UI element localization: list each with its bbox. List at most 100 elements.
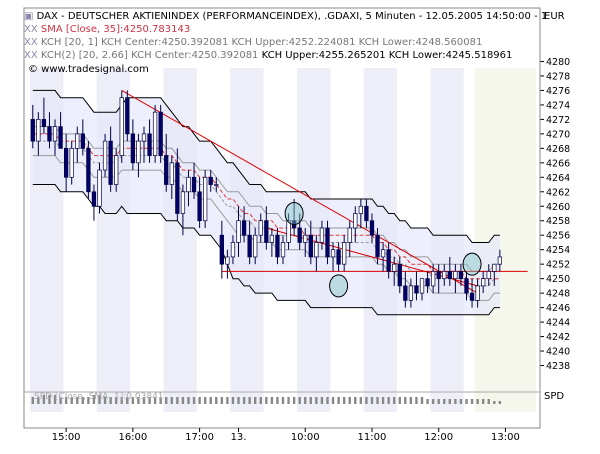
candle-55 [336, 249, 341, 265]
spd-bar-71 [426, 399, 429, 404]
kch2-center-label: KCH(2) [20, 2.66] KCH Center:4250.392081 [40, 50, 262, 61]
xtick-label-4: 10:00 [291, 432, 320, 443]
kch1-label: KCH [20, 1] KCH Center:4250.392081 KCH U… [40, 37, 483, 48]
legend-kch1[interactable]: XX KCH [20, 1] KCH Center:4250.392081 KC… [24, 37, 482, 49]
sma-toggle-icon[interactable]: XX [24, 24, 38, 35]
tradesignal-logo: © www.tradesignal.com [28, 64, 149, 75]
candle-0 [30, 119, 35, 142]
candle-78 [464, 278, 469, 294]
session-shade-7 [474, 68, 536, 412]
candle-67 [403, 285, 408, 301]
candle-41 [258, 220, 263, 236]
spd-bar-10 [87, 397, 90, 404]
candle-82 [486, 271, 491, 280]
candle-24 [164, 155, 169, 185]
candle-2 [41, 119, 47, 127]
candle-31 [203, 176, 208, 222]
spd-bar-20 [142, 397, 146, 404]
legend-sma[interactable]: XX SMA [Close, 35]:4250.783143 [24, 24, 190, 36]
candle-32 [208, 176, 213, 185]
candle-54 [330, 249, 336, 258]
spd-bar-52 [320, 397, 324, 404]
candle-42 [264, 220, 269, 243]
kch2-toggle-icon[interactable]: XX [24, 50, 38, 61]
spd-bar-73 [437, 399, 440, 404]
spd-bar-27 [181, 397, 185, 404]
spd-bar-31 [203, 397, 207, 404]
candle-51 [314, 242, 319, 258]
spd-bar-68 [409, 397, 413, 404]
spd-bar-41 [259, 397, 262, 404]
spd-bar-82 [487, 399, 490, 404]
spd-bar-38 [242, 397, 246, 404]
spd-bar-46 [287, 397, 290, 404]
candle-66 [397, 263, 402, 287]
candle-83 [492, 263, 497, 272]
candle-50 [308, 234, 313, 258]
spd-bar-67 [404, 397, 407, 404]
candle-71 [425, 278, 430, 287]
spd-bar-51 [315, 397, 318, 404]
ytick-label-4264: 4264 [546, 173, 570, 184]
spd-bar-25 [170, 397, 173, 404]
spd-bar-2 [42, 395, 46, 404]
candle-62 [375, 234, 380, 258]
spd-bar-24 [165, 397, 168, 404]
currency-label: EUR [544, 11, 565, 22]
candle-56 [342, 242, 347, 265]
title-text: DAX - DEUTSCHER AKTIENINDEX (PERFORMANCE… [36, 11, 548, 22]
candle-59 [358, 205, 363, 214]
spd-bar-32 [209, 397, 212, 404]
legend-kch2[interactable]: XX KCH(2) [20, 2.66] KCH Center:4250.392… [24, 50, 512, 62]
spd-bar-35 [226, 397, 229, 404]
candle-21 [147, 133, 152, 156]
keltner-outer-lower [32, 184, 500, 316]
spd-unit: SPD [544, 391, 565, 402]
xtick-label-0: 15:00 [52, 432, 81, 443]
candle-75 [447, 271, 452, 280]
candle-3 [47, 126, 52, 142]
highlight-ellipse-1 [329, 274, 349, 298]
spd-bar-8 [76, 397, 79, 404]
keltner-outer-upper [32, 89, 500, 243]
candle-40 [253, 234, 258, 258]
kch1-toggle-icon[interactable]: XX [24, 37, 38, 48]
candle-28 [186, 176, 191, 193]
candle-70 [419, 278, 425, 294]
candle-43 [269, 234, 275, 243]
candle-14 [108, 140, 113, 185]
spd-bar-84 [498, 401, 502, 404]
candle-38 [241, 220, 247, 236]
spd-bar-19 [137, 397, 140, 404]
spd-bar-14 [109, 397, 112, 404]
spd-bar-37 [237, 397, 240, 404]
spd-bar-1 [37, 397, 40, 404]
candle-9 [80, 133, 85, 149]
candle-81 [481, 278, 486, 287]
candle-73 [436, 271, 441, 280]
candle-17 [125, 97, 130, 135]
spd-bar-3 [48, 395, 51, 404]
spd-bar-29 [192, 397, 196, 404]
candle-6 [63, 147, 69, 178]
candle-44 [275, 234, 280, 258]
ytick-label-4280: 4280 [546, 57, 570, 68]
spd-bar-30 [198, 397, 201, 404]
candle-63 [380, 249, 386, 258]
candle-10 [86, 147, 91, 193]
candle-25 [169, 162, 174, 185]
spd-bar-43 [270, 397, 274, 404]
ytick-label-4278: 4278 [546, 71, 570, 82]
spd-bar-5 [59, 397, 62, 404]
candle-22 [152, 111, 158, 156]
spd-bar-63 [381, 397, 385, 404]
candle-7 [69, 147, 74, 178]
spd-bar-44 [276, 397, 279, 404]
spd-bar-7 [70, 397, 73, 404]
spd-bar-75 [448, 399, 452, 404]
candle-8 [75, 133, 80, 149]
ytick-label-4246: 4246 [546, 303, 570, 314]
candle-33 [214, 184, 219, 186]
